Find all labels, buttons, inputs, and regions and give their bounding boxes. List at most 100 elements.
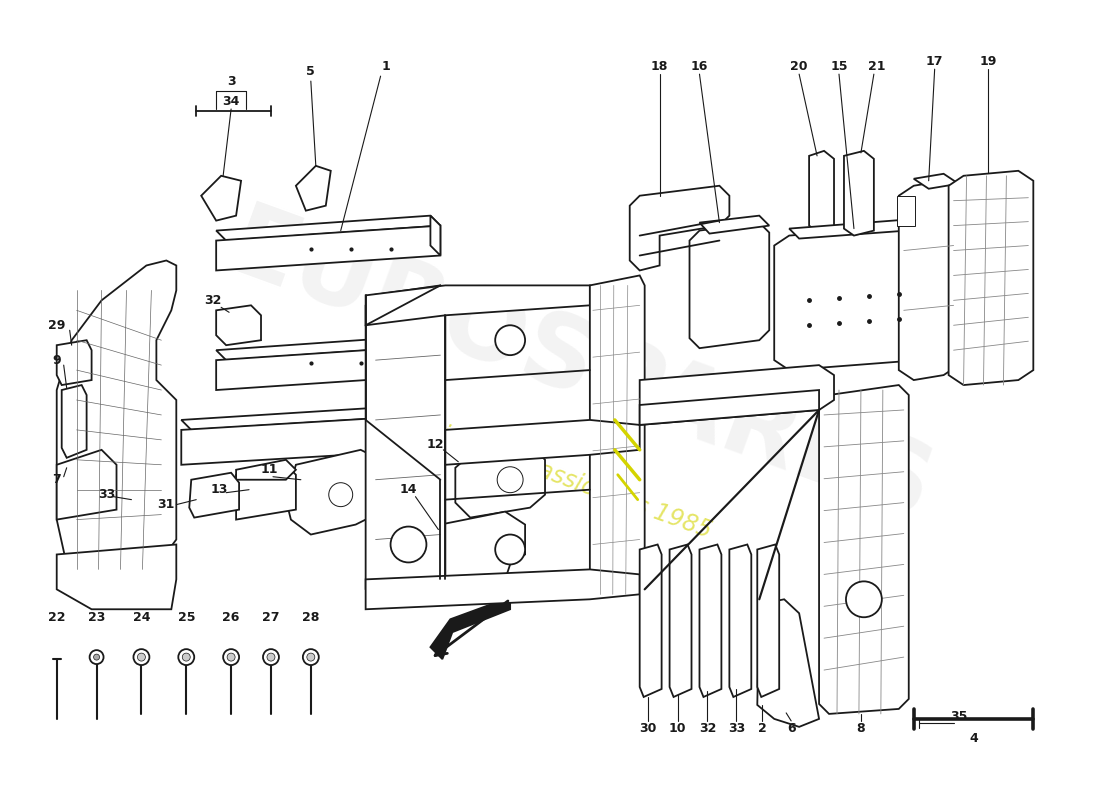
Polygon shape [296,166,331,210]
Polygon shape [420,405,430,450]
Text: 30: 30 [639,722,657,735]
Polygon shape [640,365,834,425]
Circle shape [133,649,150,665]
Polygon shape [729,545,751,697]
Polygon shape [201,176,241,221]
Text: 28: 28 [302,610,319,624]
Text: 32: 32 [698,722,716,735]
Polygon shape [430,335,440,375]
Text: 2: 2 [758,722,767,735]
Polygon shape [57,450,117,519]
Circle shape [89,650,103,664]
Circle shape [183,653,190,661]
Text: 25: 25 [177,610,195,624]
Text: 12: 12 [427,438,444,451]
Polygon shape [690,222,769,348]
Text: 4: 4 [969,732,978,746]
Text: 35: 35 [950,710,967,723]
Polygon shape [62,385,87,458]
Text: 24: 24 [133,610,151,624]
Polygon shape [590,275,645,594]
Polygon shape [217,306,261,345]
Text: 3: 3 [227,74,235,88]
Circle shape [267,653,275,661]
Circle shape [223,649,239,665]
Circle shape [495,326,525,355]
Text: 32: 32 [205,294,222,307]
Text: 7: 7 [53,474,62,486]
Text: 11: 11 [261,463,277,476]
Text: 1: 1 [382,60,389,73]
Text: a passion for classic cars 1985: a passion for classic cars 1985 [365,397,715,543]
Polygon shape [640,390,820,425]
Polygon shape [365,570,640,610]
Text: 14: 14 [399,483,417,496]
Polygon shape [57,340,91,385]
Polygon shape [217,345,440,390]
Polygon shape [899,181,958,380]
Text: 33: 33 [98,488,116,501]
Polygon shape [757,599,820,727]
Text: 10: 10 [669,722,686,735]
Text: 15: 15 [830,60,848,73]
Polygon shape [446,420,640,465]
Text: 31: 31 [157,498,175,511]
Bar [896,196,915,226]
Polygon shape [820,385,909,714]
Polygon shape [774,226,934,370]
Circle shape [495,534,525,565]
Polygon shape [286,450,386,534]
Circle shape [390,526,427,562]
Polygon shape [789,218,934,238]
Polygon shape [640,545,661,697]
Polygon shape [430,512,525,594]
Polygon shape [57,545,176,610]
Text: 9: 9 [53,354,60,366]
Text: 21: 21 [868,60,886,73]
Circle shape [263,649,279,665]
Text: 16: 16 [691,60,708,73]
Polygon shape [629,186,729,270]
Text: 27: 27 [262,610,279,624]
Text: 8: 8 [857,722,866,735]
Polygon shape [182,415,430,465]
Polygon shape [757,545,779,697]
Polygon shape [700,216,769,234]
Text: 17: 17 [926,54,944,68]
Text: 34: 34 [222,94,240,107]
Text: 22: 22 [48,610,66,624]
Text: 20: 20 [791,60,807,73]
Polygon shape [217,226,440,270]
Circle shape [178,649,195,665]
Text: 23: 23 [88,610,106,624]
Circle shape [302,649,319,665]
Polygon shape [844,151,873,235]
Circle shape [94,654,100,660]
Polygon shape [430,216,440,255]
Circle shape [497,466,524,493]
Text: 26: 26 [222,610,240,624]
Polygon shape [236,465,296,519]
Polygon shape [189,473,239,518]
Text: 6: 6 [786,722,795,735]
Polygon shape [217,216,440,241]
Polygon shape [948,170,1033,385]
Text: EUROSPARES: EUROSPARES [214,198,945,542]
Text: 29: 29 [48,318,65,332]
Polygon shape [455,445,544,518]
Polygon shape [365,286,446,599]
Polygon shape [182,405,430,430]
Polygon shape [57,261,176,579]
Polygon shape [810,151,834,233]
Circle shape [138,653,145,661]
Polygon shape [365,286,590,326]
Polygon shape [430,598,510,659]
Text: 33: 33 [728,722,745,735]
Polygon shape [217,335,440,360]
Polygon shape [700,545,722,697]
Text: 5: 5 [307,65,316,78]
Text: 18: 18 [651,60,669,73]
Circle shape [846,582,882,618]
Circle shape [227,653,235,661]
Text: 13: 13 [210,483,228,496]
